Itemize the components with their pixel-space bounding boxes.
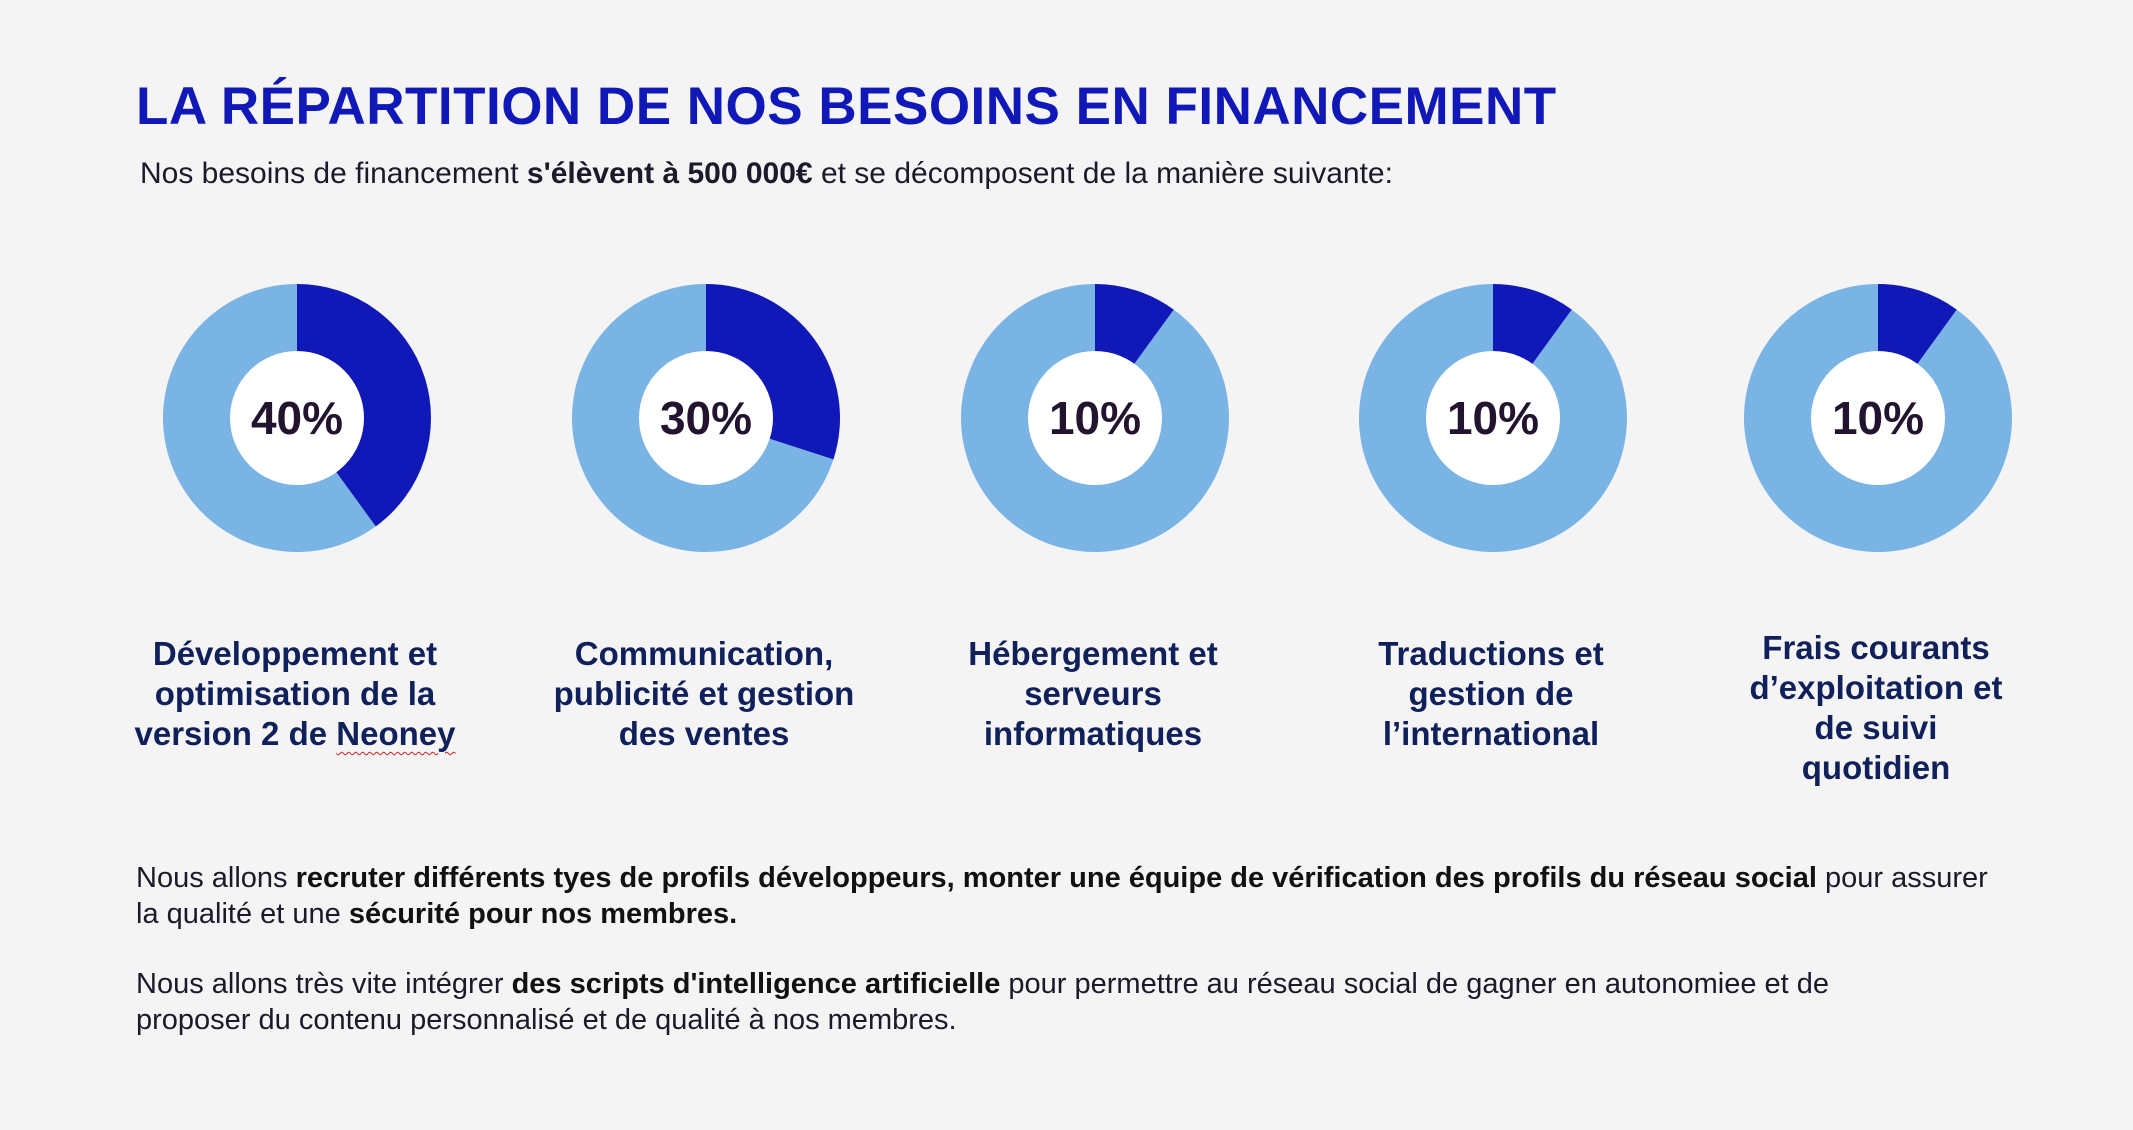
value-label: 10% <box>959 282 1231 554</box>
category-label: Hébergement et serveurs informatiques <box>903 634 1283 754</box>
donut-chart-4: 10% <box>1357 282 1629 554</box>
category-label-line: Frais courants <box>1686 628 2066 668</box>
category-label-line: d’exploitation et <box>1686 668 2066 708</box>
category-label: Développement et optimisation de la versio… <box>105 634 485 754</box>
category-label-line: des ventes <box>514 714 894 754</box>
donut-charts: 40% Développement et optimisation de la ver… <box>0 0 2133 820</box>
category-label: Traductions et gestion de l’international <box>1301 634 1681 754</box>
donut-chart-3: 10% <box>959 282 1231 554</box>
value-label: 30% <box>570 282 842 554</box>
category-label: Communication, publicité et gestion des ve… <box>514 634 894 754</box>
paragraph-ai: Nous allons très vite intégrer des scrip… <box>136 966 1856 1038</box>
category-label-line: Communication, <box>514 634 894 674</box>
paragraph-2-bold-a: des scripts d'intelligence artificielle <box>512 968 1001 1000</box>
category-label-line: Développement et <box>105 634 485 674</box>
value-label: 10% <box>1742 282 2014 554</box>
category-label-line: Hébergement et <box>903 634 1283 674</box>
donut-chart-1: 40% <box>161 282 433 554</box>
category-label-line: serveurs <box>903 674 1283 714</box>
value-label: 10% <box>1357 282 1629 554</box>
category-label-line: Traductions et <box>1301 634 1681 674</box>
donut-chart-5: 10% <box>1742 282 2014 554</box>
category-label: Frais courants d’exploitation et de suivi q… <box>1686 628 2066 788</box>
category-label-line: de suivi <box>1686 708 2066 748</box>
paragraph-1-text-a: Nous allons <box>136 862 296 894</box>
category-label-line: optimisation de la <box>105 674 485 714</box>
paragraph-1-bold-b: sécurité pour nos membres. <box>349 898 737 930</box>
category-label-line: l’international <box>1301 714 1681 754</box>
spellcheck-underline: Neoney <box>336 715 455 752</box>
donut-chart-2: 30% <box>570 282 842 554</box>
paragraph-2-text-a: Nous allons très vite intégrer <box>136 968 512 1000</box>
category-label-line: quotidien <box>1686 748 2066 788</box>
value-label: 40% <box>161 282 433 554</box>
paragraph-recruitment: Nous allons recruter différents tyes de … <box>136 860 2016 932</box>
category-label-line: gestion de <box>1301 674 1681 714</box>
category-label-line: version 2 de Neoney <box>105 714 485 754</box>
category-label-line: informatiques <box>903 714 1283 754</box>
category-label-line: publicité et gestion <box>514 674 894 714</box>
paragraph-1-bold-a: recruter différents tyes de profils déve… <box>296 862 1817 894</box>
